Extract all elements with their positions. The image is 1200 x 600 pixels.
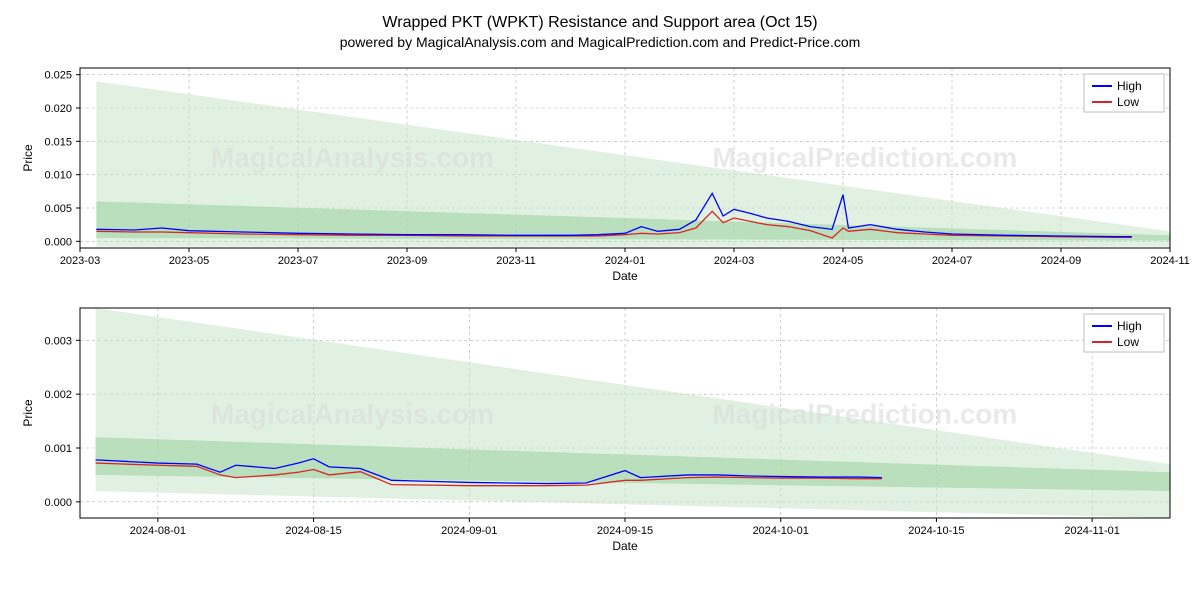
svg-text:0.010: 0.010 [44, 170, 72, 182]
svg-text:Low: Low [1117, 95, 1139, 109]
svg-text:2024-11-01: 2024-11-01 [1064, 525, 1119, 537]
svg-text:Date: Date [612, 269, 638, 283]
svg-text:2023-09: 2023-09 [387, 255, 427, 267]
bottom-chart-svg: MagicalAnalysis.com MagicalPrediction.com… [10, 298, 1190, 558]
svg-text:2024-07: 2024-07 [932, 255, 972, 267]
svg-text:2024-01: 2024-01 [605, 255, 645, 267]
svg-text:2023-05: 2023-05 [169, 255, 209, 267]
svg-text:2024-09-15: 2024-09-15 [597, 525, 653, 537]
svg-text:MagicalPrediction.com: MagicalPrediction.com [712, 142, 1017, 173]
svg-text:0.020: 0.020 [44, 103, 72, 115]
chart-subtitle: powered by MagicalAnalysis.com and Magic… [10, 34, 1190, 50]
svg-text:2024-08-15: 2024-08-15 [285, 525, 341, 537]
svg-text:0.001: 0.001 [44, 443, 72, 455]
svg-text:2024-10-15: 2024-10-15 [908, 525, 964, 537]
svg-text:Price: Price [21, 144, 35, 172]
svg-text:0.025: 0.025 [44, 70, 72, 82]
svg-text:2023-07: 2023-07 [278, 255, 318, 267]
bottom-chart: MagicalAnalysis.com MagicalPrediction.com… [10, 298, 1190, 558]
svg-text:2023-11: 2023-11 [496, 255, 536, 267]
svg-text:2024-08-01: 2024-08-01 [130, 525, 186, 537]
svg-text:2024-10-01: 2024-10-01 [753, 525, 809, 537]
svg-text:Low: Low [1117, 335, 1139, 349]
svg-text:2024-09: 2024-09 [1041, 255, 1081, 267]
chart-title: Wrapped PKT (WPKT) Resistance and Suppor… [10, 14, 1190, 32]
svg-text:2024-05: 2024-05 [823, 255, 863, 267]
svg-text:Date: Date [612, 539, 638, 553]
svg-text:2023-03: 2023-03 [60, 255, 100, 267]
svg-text:0.005: 0.005 [44, 203, 72, 215]
svg-text:0.000: 0.000 [44, 497, 72, 509]
svg-text:MagicalPrediction.com: MagicalPrediction.com [712, 399, 1017, 430]
svg-text:0.000: 0.000 [44, 236, 72, 248]
svg-text:High: High [1117, 79, 1142, 93]
svg-text:0.015: 0.015 [44, 136, 72, 148]
top-chart-svg: MagicalAnalysis.com MagicalPrediction.com… [10, 58, 1190, 288]
top-chart: MagicalAnalysis.com MagicalPrediction.com… [10, 58, 1190, 288]
svg-text:0.003: 0.003 [44, 335, 72, 347]
svg-text:High: High [1117, 319, 1142, 333]
svg-text:2024-09-01: 2024-09-01 [441, 525, 497, 537]
svg-text:MagicalAnalysis.com: MagicalAnalysis.com [211, 142, 494, 173]
svg-text:0.002: 0.002 [44, 389, 72, 401]
svg-text:MagicalAnalysis.com: MagicalAnalysis.com [211, 399, 494, 430]
svg-text:2024-11: 2024-11 [1150, 255, 1190, 267]
svg-text:2024-03: 2024-03 [714, 255, 754, 267]
svg-text:Price: Price [21, 399, 35, 427]
